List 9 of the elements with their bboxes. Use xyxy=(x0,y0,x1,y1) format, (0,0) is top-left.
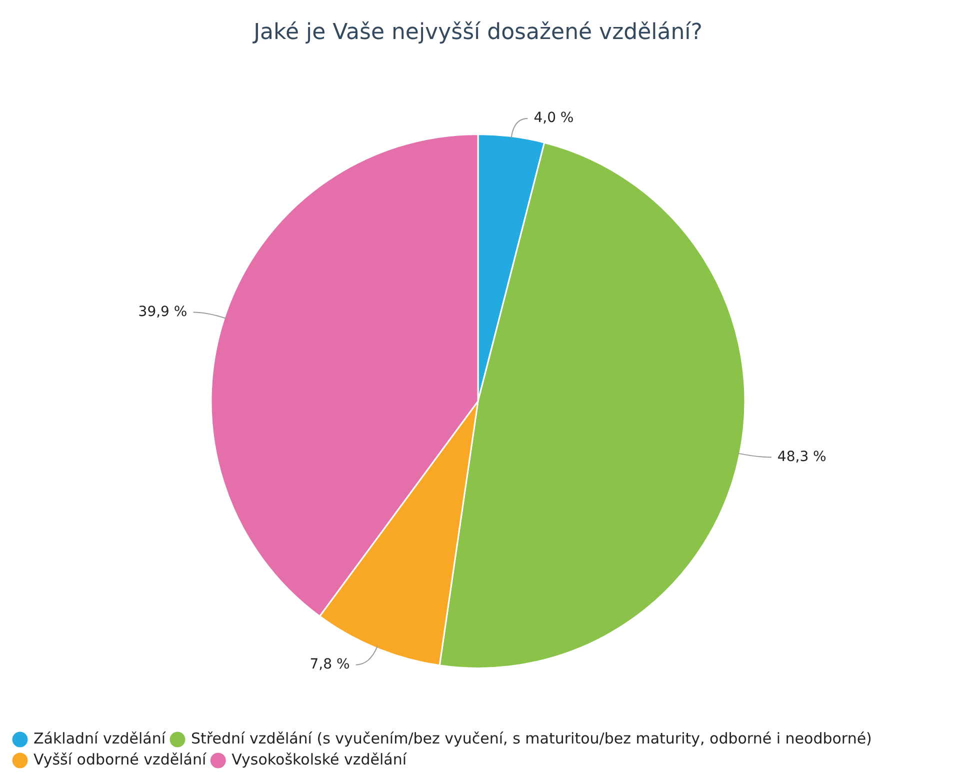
data-label: 7,8 % xyxy=(310,656,350,672)
legend-label: Vyšší odborné vzdělání xyxy=(34,750,207,768)
legend-label: Střední vzdělání (s vyučením/bez vyučení, s maturitou/bez maturity, odborné i neodborné) xyxy=(191,729,872,748)
chart-title: Jaké je Vaše nejvyšší dosažené vzdělání? xyxy=(252,20,702,45)
data-label: 4,0 % xyxy=(534,110,574,126)
data-label: 39,9 % xyxy=(138,304,188,320)
data-label: 48,3 % xyxy=(777,448,826,465)
legend-label: Základní vzdělání xyxy=(34,729,166,748)
legend-label: Vysokoškolské vzdělání xyxy=(232,750,408,768)
